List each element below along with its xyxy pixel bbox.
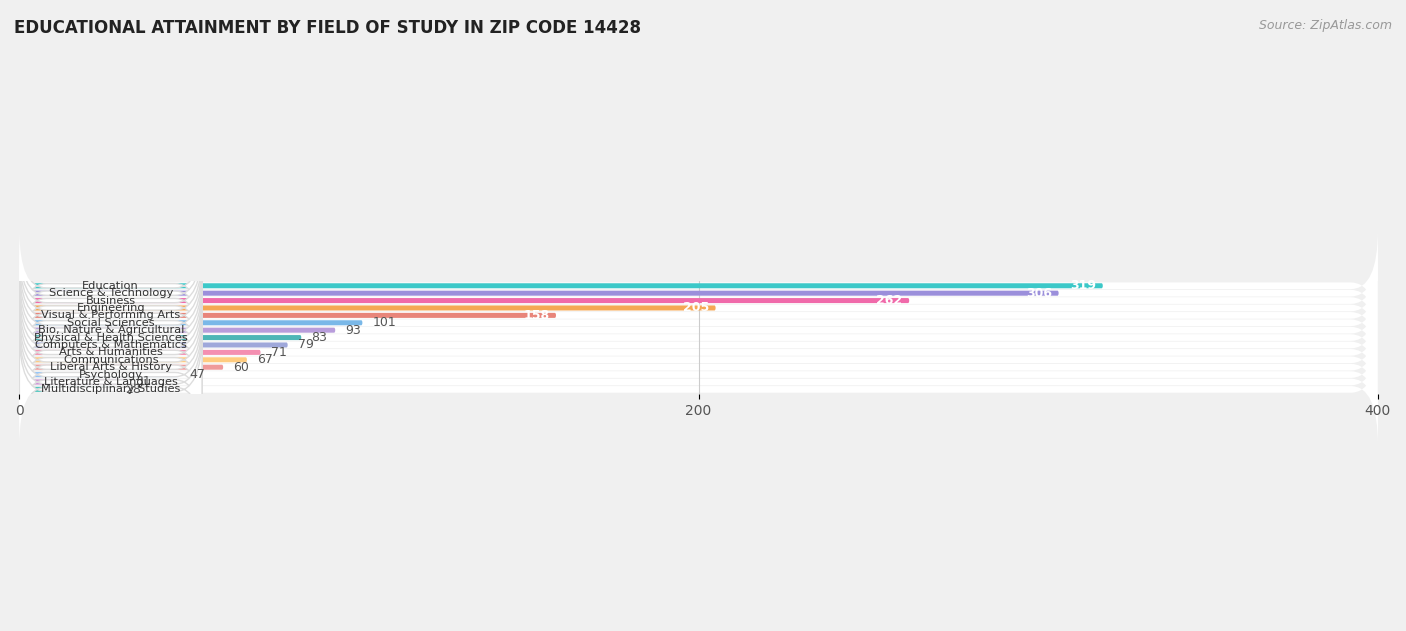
Text: Arts & Humanities: Arts & Humanities (59, 348, 163, 357)
FancyBboxPatch shape (20, 298, 910, 303)
FancyBboxPatch shape (20, 319, 1378, 430)
Text: Business: Business (86, 295, 136, 305)
FancyBboxPatch shape (20, 230, 1378, 341)
Text: EDUCATIONAL ATTAINMENT BY FIELD OF STUDY IN ZIP CODE 14428: EDUCATIONAL ATTAINMENT BY FIELD OF STUDY… (14, 19, 641, 37)
FancyBboxPatch shape (20, 304, 1378, 416)
FancyBboxPatch shape (20, 321, 363, 326)
Text: 67: 67 (257, 353, 273, 366)
Text: Literature & Languages: Literature & Languages (44, 377, 177, 387)
FancyBboxPatch shape (20, 372, 179, 377)
FancyBboxPatch shape (20, 350, 260, 355)
FancyBboxPatch shape (20, 379, 125, 384)
Text: 158: 158 (523, 309, 550, 322)
Text: 31: 31 (135, 375, 150, 389)
Text: 101: 101 (373, 316, 396, 329)
FancyBboxPatch shape (20, 237, 1378, 349)
Text: 262: 262 (876, 294, 903, 307)
FancyBboxPatch shape (20, 313, 555, 318)
FancyBboxPatch shape (20, 326, 1378, 438)
Text: 60: 60 (233, 361, 249, 374)
Text: Science & Technology: Science & Technology (48, 288, 173, 298)
Text: 28: 28 (125, 383, 141, 396)
FancyBboxPatch shape (20, 295, 202, 410)
FancyBboxPatch shape (20, 387, 114, 392)
FancyBboxPatch shape (20, 291, 1059, 296)
FancyBboxPatch shape (20, 317, 202, 432)
Text: Bio, Nature & Agricultural: Bio, Nature & Agricultural (38, 325, 184, 335)
Text: 83: 83 (312, 331, 328, 344)
Text: Physical & Health Sciences: Physical & Health Sciences (34, 333, 187, 343)
FancyBboxPatch shape (20, 283, 1102, 288)
FancyBboxPatch shape (20, 311, 1378, 423)
Text: Education: Education (83, 281, 139, 291)
FancyBboxPatch shape (20, 343, 288, 348)
Text: Visual & Performing Arts: Visual & Performing Arts (41, 310, 180, 321)
Text: 71: 71 (271, 346, 287, 359)
FancyBboxPatch shape (20, 258, 202, 372)
FancyBboxPatch shape (20, 245, 1378, 357)
FancyBboxPatch shape (20, 281, 202, 394)
FancyBboxPatch shape (20, 244, 202, 358)
FancyBboxPatch shape (20, 281, 1378, 394)
FancyBboxPatch shape (20, 303, 202, 417)
FancyBboxPatch shape (20, 310, 202, 424)
FancyBboxPatch shape (20, 236, 202, 350)
FancyBboxPatch shape (20, 259, 1378, 371)
FancyBboxPatch shape (20, 334, 1378, 445)
Text: 47: 47 (190, 368, 205, 381)
FancyBboxPatch shape (20, 305, 716, 310)
FancyBboxPatch shape (20, 325, 202, 439)
Text: Source: ZipAtlas.com: Source: ZipAtlas.com (1258, 19, 1392, 32)
FancyBboxPatch shape (20, 365, 224, 370)
FancyBboxPatch shape (20, 327, 335, 333)
Text: Psychology: Psychology (79, 370, 142, 380)
Text: 79: 79 (298, 338, 314, 351)
FancyBboxPatch shape (20, 252, 1378, 364)
FancyBboxPatch shape (20, 273, 202, 387)
FancyBboxPatch shape (20, 335, 301, 340)
Text: Multidisciplinary Studies: Multidisciplinary Studies (41, 384, 180, 394)
Text: 319: 319 (1070, 280, 1097, 292)
FancyBboxPatch shape (20, 333, 202, 447)
FancyBboxPatch shape (20, 357, 247, 362)
FancyBboxPatch shape (20, 297, 1378, 408)
FancyBboxPatch shape (20, 266, 202, 380)
Text: Engineering: Engineering (76, 303, 145, 313)
Text: Liberal Arts & History: Liberal Arts & History (49, 362, 172, 372)
Text: Social Sciences: Social Sciences (67, 318, 155, 327)
Text: 93: 93 (346, 324, 361, 337)
FancyBboxPatch shape (20, 288, 202, 402)
FancyBboxPatch shape (20, 274, 1378, 386)
FancyBboxPatch shape (20, 228, 202, 343)
FancyBboxPatch shape (20, 267, 1378, 379)
Text: 205: 205 (682, 302, 709, 314)
FancyBboxPatch shape (20, 251, 202, 365)
Text: 306: 306 (1026, 286, 1052, 300)
Text: Communications: Communications (63, 355, 159, 365)
Text: Computers & Mathematics: Computers & Mathematics (35, 340, 187, 350)
FancyBboxPatch shape (20, 289, 1378, 401)
